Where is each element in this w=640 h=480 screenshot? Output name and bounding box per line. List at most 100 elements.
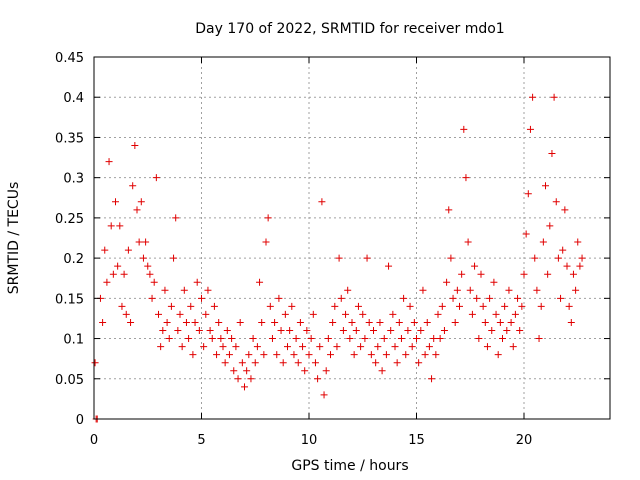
data-point [228,335,236,343]
y-axis: 0 0.05 0.1 0.15 0.2 0.25 0.3 0.35 0.4 0.45 [55,51,610,428]
data-point [232,343,240,351]
data-point [210,302,218,310]
data-point [468,310,476,318]
x-tick-label: 10 [301,433,318,448]
data-point [350,351,358,359]
data-point [557,294,565,302]
y-tick-label: 0.05 [55,373,84,388]
data-point [526,125,534,133]
data-point [167,302,175,310]
data-point [135,238,143,246]
data-point [374,343,382,351]
data-point [365,318,373,326]
data-point [456,302,463,310]
data-point [535,335,543,343]
data-point [260,351,268,359]
data-point [421,351,429,359]
data-point [243,367,251,375]
grid [94,57,610,419]
data-point [307,335,315,343]
data-point [268,335,276,343]
x-axis: 0 5 10 15 20 [90,57,532,448]
data-point [561,206,569,214]
data-point [569,270,577,278]
data-point [127,318,135,326]
data-point [385,262,393,270]
data-point [342,310,350,318]
data-point [118,302,126,310]
data-point [417,327,425,335]
data-point [103,278,111,286]
data-point [253,343,261,351]
data-point [473,294,481,302]
data-point [509,343,517,351]
data-point [393,359,401,367]
data-point [428,375,436,383]
data-point [554,254,562,262]
data-point [142,238,150,246]
data-point [475,335,483,343]
data-point [447,254,455,262]
y-tick-label: 0.45 [55,51,84,66]
data-point [408,343,416,351]
data-point [533,286,541,294]
x-tick-label: 20 [516,433,533,448]
data-point [477,270,485,278]
data-point [137,198,145,206]
data-point [572,286,580,294]
data-point [479,302,487,310]
data-point [503,327,511,335]
data-point [494,351,502,359]
data-point [501,302,509,310]
data-point [406,302,414,310]
data-point [466,286,474,294]
data-point [264,214,272,222]
data-point [314,375,322,383]
data-point [112,198,119,206]
data-point [440,327,448,335]
data-point [204,286,212,294]
data-point [284,343,291,351]
x-tick-label: 15 [408,433,425,448]
data-point [438,302,446,310]
data-point [150,278,158,286]
data-point [518,302,526,310]
data-point [395,318,403,326]
data-point [516,327,524,335]
data-point [131,141,139,149]
data-point [458,270,466,278]
x-tick-label: 0 [90,433,98,448]
data-point [359,310,367,318]
data-point [348,318,356,326]
data-point [225,351,233,359]
data-point [178,343,186,351]
data-point [180,286,188,294]
data-point [486,294,494,302]
data-point [507,318,515,326]
data-point [344,286,352,294]
data-point [354,302,362,310]
data-point [217,335,225,343]
y-tick-label: 0.35 [55,131,84,146]
data-point [101,246,109,254]
data-point [309,310,317,318]
data-point [423,318,431,326]
data-point [172,214,180,222]
data-point [146,270,154,278]
data-point [378,367,386,375]
data-point [139,254,147,262]
data-point [327,351,334,359]
data-point [241,383,248,391]
data-point [275,294,283,302]
data-point [415,359,423,367]
data-point [202,310,210,318]
data-point [499,335,506,343]
data-point [238,359,246,367]
data-point [522,230,530,238]
data-point [107,222,115,230]
data-point [531,254,539,262]
data-point [320,391,328,399]
data-point [514,294,522,302]
y-tick-label: 0.3 [63,172,84,187]
data-point [462,174,470,182]
